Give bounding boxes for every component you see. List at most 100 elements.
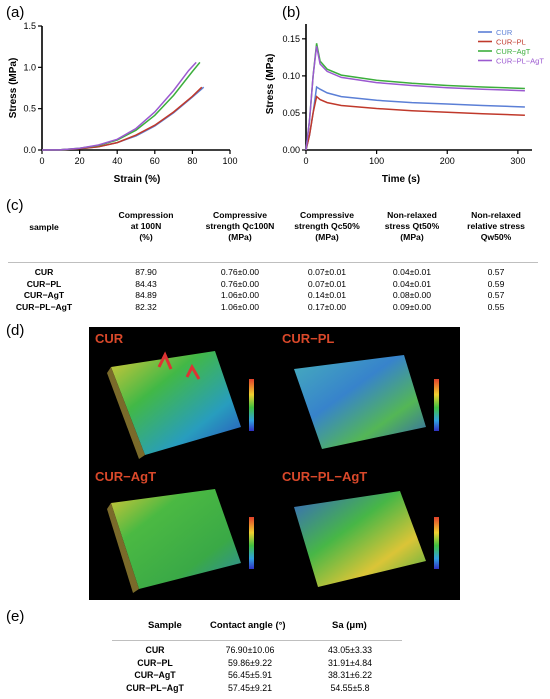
table-c-header-qc50: Compressive strength Qc50% (MPa) [282, 210, 372, 243]
table-c-cell: 0.07±0.01 [307, 278, 347, 289]
table-c-header-text: strength Qc100N [205, 221, 275, 231]
table-e-cell: 57.45±9.21 [228, 682, 272, 693]
table-c-cell: 1.06±0.00 [220, 290, 260, 300]
tile-label: CUR−PL−AgT [282, 469, 368, 484]
table-c-cell: 0.04±0.01 [392, 278, 432, 289]
chart-b-ylabel: Stress (MPa) [265, 54, 276, 115]
chart-a-stress-strain: 0 20 40 60 80 100 0.0 0.5 1.0 1.5 Strain (%) Stre… [8, 21, 238, 185]
legend-label: CUR−PL−AgT [496, 57, 544, 66]
table-c-header-qc100n: Compressive strength Qc100N (MPa) [194, 210, 286, 243]
table-c-header-text: at 100N [130, 221, 162, 231]
chart-a-ylabel: Stress (MPa) [8, 58, 19, 119]
table-c-header-qt50: Non-relaxed stress Qt50% (MPa) [368, 210, 456, 243]
table-c-cell: 0.04±0.01 [392, 267, 432, 277]
table-c-cell: 82.32 [135, 301, 157, 312]
table-e-row-name: CUR [145, 645, 165, 655]
table-c-row-name: CUR−AgT [23, 290, 65, 300]
y-tick-label: 0.5 [23, 104, 36, 114]
table-c-row-name: CUR [34, 267, 54, 277]
chart-b-xlabel: Time (s) [382, 174, 420, 185]
table-c-header-text: Non-relaxed [471, 210, 521, 220]
table-c-row-name: CUR−PL [26, 278, 62, 289]
y-tick-label: 0.10 [282, 71, 300, 81]
table-c-divider [8, 262, 538, 263]
table-c-cell: 0.08±0.00 [392, 290, 432, 300]
panel-label-c: (c) [6, 197, 24, 214]
table-c-header-qw50: Non-relaxed relative stress Qw50% [450, 210, 542, 243]
table-c-cell: 84.43 [135, 278, 157, 289]
table-e-cell: 54.55±5.8 [330, 682, 370, 693]
table-c-header-text: relative stress [467, 221, 525, 231]
table-e-cell: 76.90±10.06 [225, 645, 275, 655]
x-tick-label: 20 [75, 156, 85, 166]
topography-3d-surface [294, 491, 439, 587]
panel-label-d: (d) [6, 322, 25, 339]
table-c-cell: 0.09±0.00 [392, 301, 432, 312]
tile-label: CUR [95, 331, 124, 346]
tile-label: CUR−PL [282, 331, 335, 346]
table-c-header-text: Non-relaxed [387, 210, 437, 220]
table-c-header-text: (MPa) [228, 232, 252, 242]
table-e-header-sa: Sa (μm) [332, 620, 367, 631]
y-tick-label: 0.05 [282, 108, 300, 118]
table-c-header-text: (MPa) [315, 232, 339, 242]
table-e-cell: 31.91±4.84 [328, 657, 372, 668]
table-e-row-name: CUR−PL−AgT [126, 682, 184, 693]
topography-tile-cur-pl: CUR−PL [276, 327, 460, 462]
table-c-cell: 87.90 [135, 267, 157, 277]
panel-label-a: (a) [6, 4, 25, 21]
series-line [41, 61, 197, 151]
x-tick-label: 60 [150, 156, 160, 166]
table-c-cell: 84.89 [135, 290, 157, 300]
legend-label: CUR−AgT [496, 47, 531, 56]
table-c-cell: 0.14±0.01 [307, 290, 347, 300]
table-c-header-text: Compression [118, 210, 174, 220]
x-tick-label: 0 [303, 156, 308, 166]
table-c-header-text: Qw50% [480, 232, 512, 242]
table-c-cell: 0.17±0.00 [307, 301, 347, 312]
table-c-cell: 1.06±0.00 [220, 301, 260, 312]
table-e-contact-angle: Sample Contact angle (°) Sa (μm) CUR 76.9… [110, 618, 410, 698]
table-c-header-text: Compressive [213, 210, 267, 220]
surface-topography-grid: CUR CUR−PL CUR−Ag [89, 327, 460, 600]
series-line [305, 46, 525, 151]
x-tick-label: 0 [39, 156, 44, 166]
legend-label: CUR [496, 28, 513, 37]
chart-a-xlabel: Strain (%) [114, 174, 161, 185]
table-e-header-contact-angle: Contact angle (°) [210, 620, 286, 631]
x-tick-label: 40 [112, 156, 122, 166]
table-e-cell: 38.31±6.22 [328, 670, 372, 680]
table-c-header-text: sample [29, 222, 59, 232]
table-c-header-text: Compressive [300, 210, 354, 220]
x-tick-label: 100 [369, 156, 384, 166]
table-c-row-name: CUR−PL−AgT [15, 301, 73, 312]
table-c-cell: 0.76±0.00 [220, 278, 260, 289]
y-tick-label: 0.0 [23, 145, 36, 155]
table-c-cell: 0.76±0.00 [220, 267, 260, 277]
table-e-divider [112, 640, 402, 641]
panel-label-b: (b) [282, 4, 301, 21]
table-e-cell: 43.05±3.33 [328, 645, 372, 655]
x-tick-label: 80 [187, 156, 197, 166]
table-c-header-text: (MPa) [400, 232, 424, 242]
series-line [41, 86, 203, 151]
topography-3d-surface [107, 489, 254, 593]
table-c-header-sample: sample [8, 222, 80, 233]
topography-3d-surface [294, 355, 439, 449]
topography-tile-cur: CUR [89, 327, 273, 462]
table-e-cell: 56.45±5.91 [228, 670, 272, 680]
y-tick-label: 0.15 [282, 34, 300, 44]
table-e-cell: 59.86±9.22 [228, 657, 272, 668]
table-c-cell: 0.59 [487, 278, 505, 289]
y-tick-label: 1.5 [23, 21, 36, 31]
series-line [305, 85, 525, 151]
series-line [305, 95, 525, 151]
table-c-cell: 0.57 [487, 267, 505, 277]
x-tick-label: 100 [222, 156, 237, 166]
x-tick-label: 300 [510, 156, 525, 166]
table-e-row-name: CUR−PL [137, 657, 173, 668]
panel-label-e: (e) [6, 608, 25, 625]
y-tick-label: 1.0 [23, 62, 36, 72]
table-e-header-sample: Sample [148, 620, 182, 631]
